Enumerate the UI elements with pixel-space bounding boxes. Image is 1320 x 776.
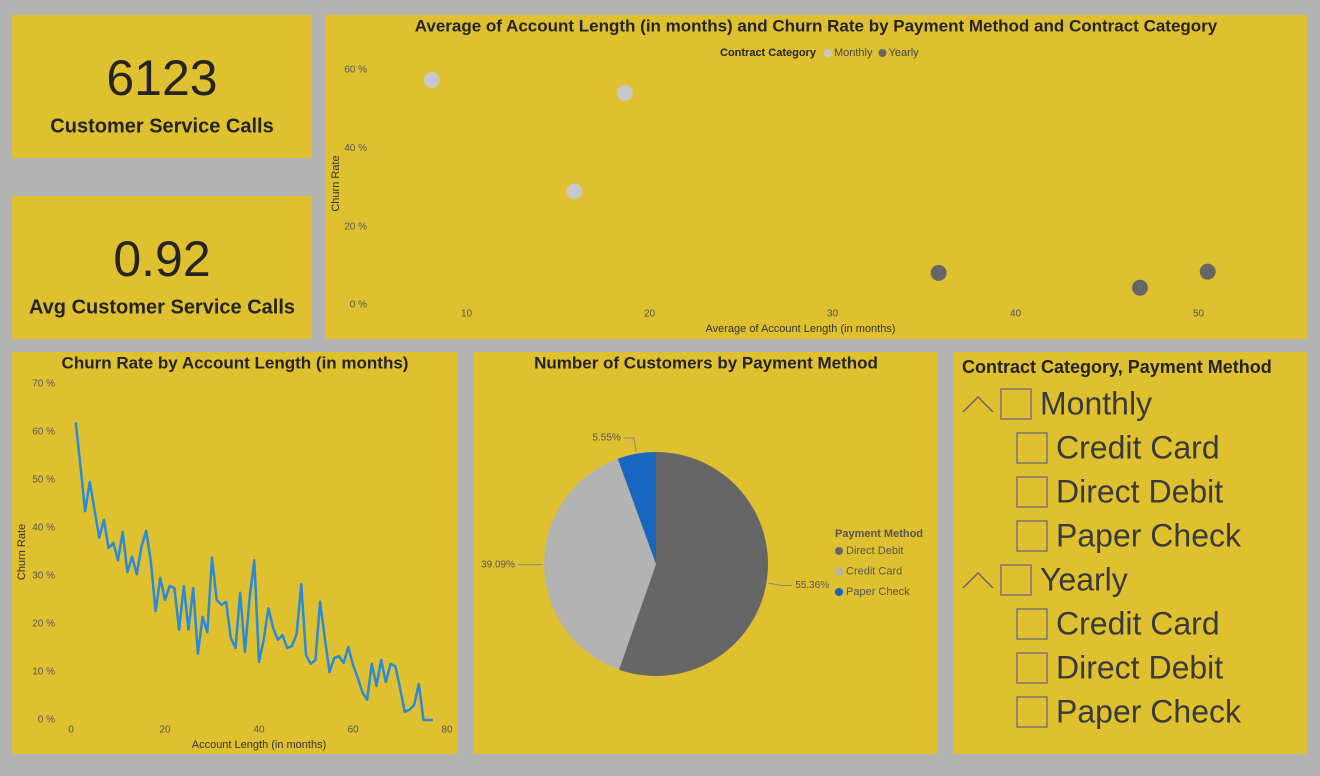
slicer-item[interactable]: Direct Debit [1056, 473, 1223, 509]
checkbox[interactable] [1016, 652, 1048, 684]
y-tick-label: 60 % [32, 427, 55, 438]
x-tick-label: 20 [644, 309, 656, 320]
data-label: 5.55% [592, 433, 620, 444]
expand-chevron[interactable] [962, 395, 994, 413]
y-tick-label: 20 % [344, 221, 367, 232]
card-panel [12, 15, 312, 158]
x-tick-label: 50 [1193, 309, 1205, 320]
scatter-point [423, 72, 440, 89]
slicer-item[interactable]: Credit Card [1056, 429, 1220, 465]
pie-slice [617, 452, 656, 564]
x-tick-label: 0 [68, 725, 74, 736]
card-value: 0.92 [113, 231, 210, 287]
slicer-item[interactable]: Monthly [1040, 385, 1152, 421]
x-axis-title: Average of Account Length (in months) [706, 323, 896, 335]
legend-title: Contract Category [720, 47, 817, 59]
x-tick-label: 60 [347, 725, 359, 736]
scatter-point [566, 183, 583, 200]
chart-title: Churn Rate by Account Length (in months) [62, 353, 409, 372]
y-axis-title: Churn Rate [330, 155, 342, 211]
y-tick-label: 40 % [344, 143, 367, 154]
expand-chevron[interactable] [962, 571, 994, 589]
chart-title: Number of Customers by Payment Method [534, 353, 878, 372]
x-tick-label: 20 [159, 725, 171, 736]
legend-label: Paper Check [846, 586, 910, 598]
slicer-item[interactable]: Paper Check [1056, 517, 1242, 553]
x-tick-label: 80 [441, 725, 453, 736]
checkbox[interactable] [1016, 696, 1048, 728]
x-tick-label: 40 [253, 725, 265, 736]
y-tick-label: 40 % [32, 523, 55, 534]
data-label: 39.09% [481, 559, 515, 570]
y-tick-label: 0 % [38, 715, 55, 726]
y-tick-label: 20 % [32, 619, 55, 630]
x-tick-label: 10 [461, 309, 473, 320]
legend-marker [835, 588, 843, 596]
y-tick-label: 0 % [350, 300, 367, 311]
checkbox[interactable] [1016, 608, 1048, 640]
legend-label: Direct Debit [846, 545, 903, 557]
checkbox[interactable] [1000, 564, 1032, 596]
scatter-point [1199, 263, 1216, 280]
chart-title: Average of Account Length (in months) an… [415, 16, 1218, 35]
card-value: 6123 [106, 50, 217, 106]
legend-marker [835, 567, 843, 576]
scatter-point [930, 264, 947, 281]
y-axis-title: Churn Rate [16, 524, 28, 580]
x-axis-title: Account Length (in months) [192, 739, 327, 751]
slicer-title: Contract Category, Payment Method [962, 357, 1272, 377]
card-label: Avg Customer Service Calls [29, 296, 295, 318]
slicer-item[interactable]: Direct Debit [1056, 649, 1223, 685]
pie-slice [618, 452, 768, 676]
legend-marker [878, 49, 887, 57]
scatter-point [1131, 279, 1148, 296]
legend-marker [823, 49, 832, 57]
x-tick-label: 40 [1010, 309, 1022, 320]
x-tick-label: 30 [827, 309, 839, 320]
line-series [74, 422, 433, 722]
scatter-panel [325, 15, 1307, 339]
leader-line [623, 437, 637, 452]
pie-slice [543, 458, 656, 670]
slicer-item[interactable]: Yearly [1040, 561, 1128, 597]
scatter-point [616, 84, 633, 101]
data-label: 55.36% [795, 580, 829, 591]
y-tick-label: 10 % [32, 667, 55, 678]
checkbox[interactable] [1016, 520, 1048, 552]
slicer-item[interactable]: Paper Check [1056, 693, 1242, 729]
legend-title: Payment Method [835, 528, 923, 540]
card-label: Customer Service Calls [50, 115, 273, 137]
checkbox[interactable] [1000, 388, 1032, 420]
card-panel [12, 196, 312, 339]
slicer-item[interactable]: Credit Card [1056, 605, 1220, 641]
legend-label: Monthly [834, 47, 873, 59]
y-tick-label: 50 % [32, 475, 55, 486]
y-tick-label: 70 % [32, 379, 55, 390]
leader-line [768, 582, 793, 586]
y-tick-label: 60 % [344, 64, 367, 75]
checkbox[interactable] [1016, 476, 1048, 508]
legend-label: Yearly [889, 47, 920, 59]
legend-marker [835, 547, 843, 555]
legend-label: Credit Card [846, 565, 902, 577]
y-tick-label: 30 % [32, 571, 55, 582]
line-panel [12, 352, 458, 754]
checkbox[interactable] [1016, 432, 1048, 464]
